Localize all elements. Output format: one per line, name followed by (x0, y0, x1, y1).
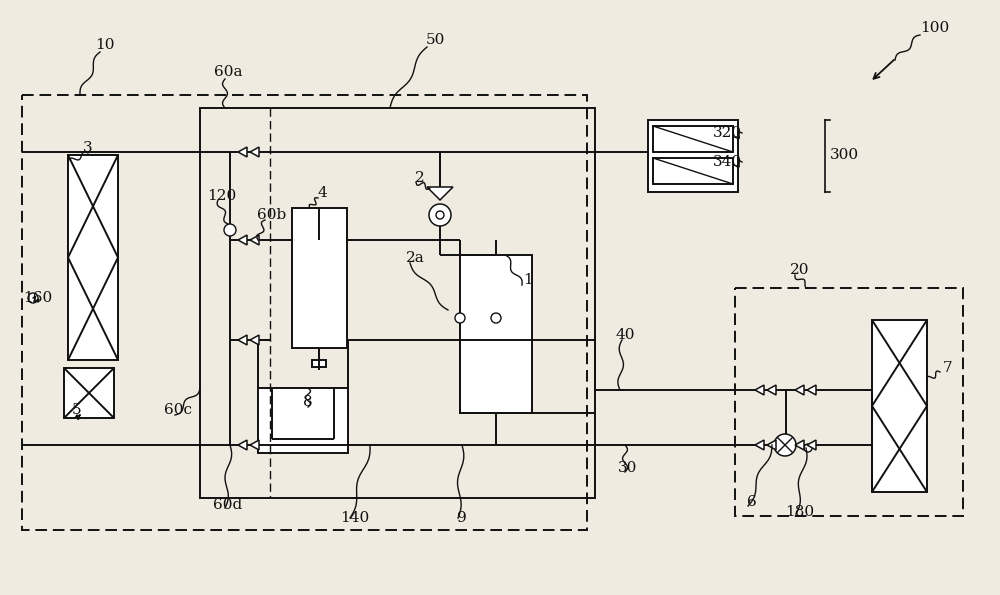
Text: 6: 6 (747, 495, 757, 509)
Text: 180: 180 (785, 505, 815, 519)
Text: 60a: 60a (214, 65, 242, 79)
Circle shape (436, 211, 444, 219)
Polygon shape (250, 440, 259, 450)
Text: 50: 50 (425, 33, 445, 47)
Bar (653, 126, 733, 152)
Bar (68, 155, 118, 360)
Polygon shape (238, 147, 247, 157)
Text: 7: 7 (943, 361, 953, 375)
Polygon shape (238, 440, 247, 450)
Text: 300: 300 (830, 148, 859, 162)
Circle shape (28, 293, 38, 303)
Circle shape (804, 444, 812, 452)
Text: 10: 10 (95, 38, 115, 52)
Polygon shape (807, 440, 816, 450)
Bar (22, 95, 587, 530)
Bar (653, 158, 733, 184)
Text: 120: 120 (207, 189, 237, 203)
Text: 40: 40 (615, 328, 635, 342)
Circle shape (224, 224, 236, 236)
Polygon shape (755, 385, 764, 395)
Bar (460, 255, 532, 413)
Polygon shape (238, 235, 247, 245)
Polygon shape (767, 440, 776, 450)
Text: 60b: 60b (257, 208, 287, 222)
Text: 9: 9 (457, 511, 467, 525)
Text: 60c: 60c (164, 403, 192, 417)
Bar (258, 388, 348, 453)
Text: 20: 20 (790, 263, 810, 277)
Polygon shape (795, 385, 804, 395)
Bar (312, 360, 326, 367)
Polygon shape (427, 187, 453, 200)
Text: 320: 320 (713, 126, 742, 140)
Polygon shape (795, 440, 804, 450)
Text: 140: 140 (340, 511, 370, 525)
Bar (64, 368, 114, 418)
Polygon shape (807, 385, 816, 395)
Bar (292, 208, 347, 348)
Polygon shape (238, 335, 247, 345)
Polygon shape (755, 440, 764, 450)
Polygon shape (250, 235, 259, 245)
Text: 2: 2 (415, 171, 425, 185)
Text: 160: 160 (23, 291, 53, 305)
Text: 2a: 2a (406, 251, 424, 265)
Text: 60d: 60d (213, 498, 243, 512)
Text: 340: 340 (713, 155, 742, 169)
Circle shape (774, 434, 796, 456)
Text: 4: 4 (317, 186, 327, 200)
Text: 5: 5 (72, 403, 82, 417)
Circle shape (429, 204, 451, 226)
Circle shape (455, 313, 465, 323)
Text: 3: 3 (83, 141, 93, 155)
Bar (200, 108, 595, 498)
Polygon shape (250, 147, 259, 157)
Bar (872, 320, 927, 492)
Text: 100: 100 (920, 21, 950, 35)
Bar (735, 288, 963, 516)
Text: 8: 8 (303, 395, 313, 409)
Text: 1: 1 (523, 273, 533, 287)
Polygon shape (250, 335, 259, 345)
Bar (648, 120, 738, 192)
Text: 30: 30 (618, 461, 638, 475)
Polygon shape (767, 385, 776, 395)
Circle shape (491, 313, 501, 323)
